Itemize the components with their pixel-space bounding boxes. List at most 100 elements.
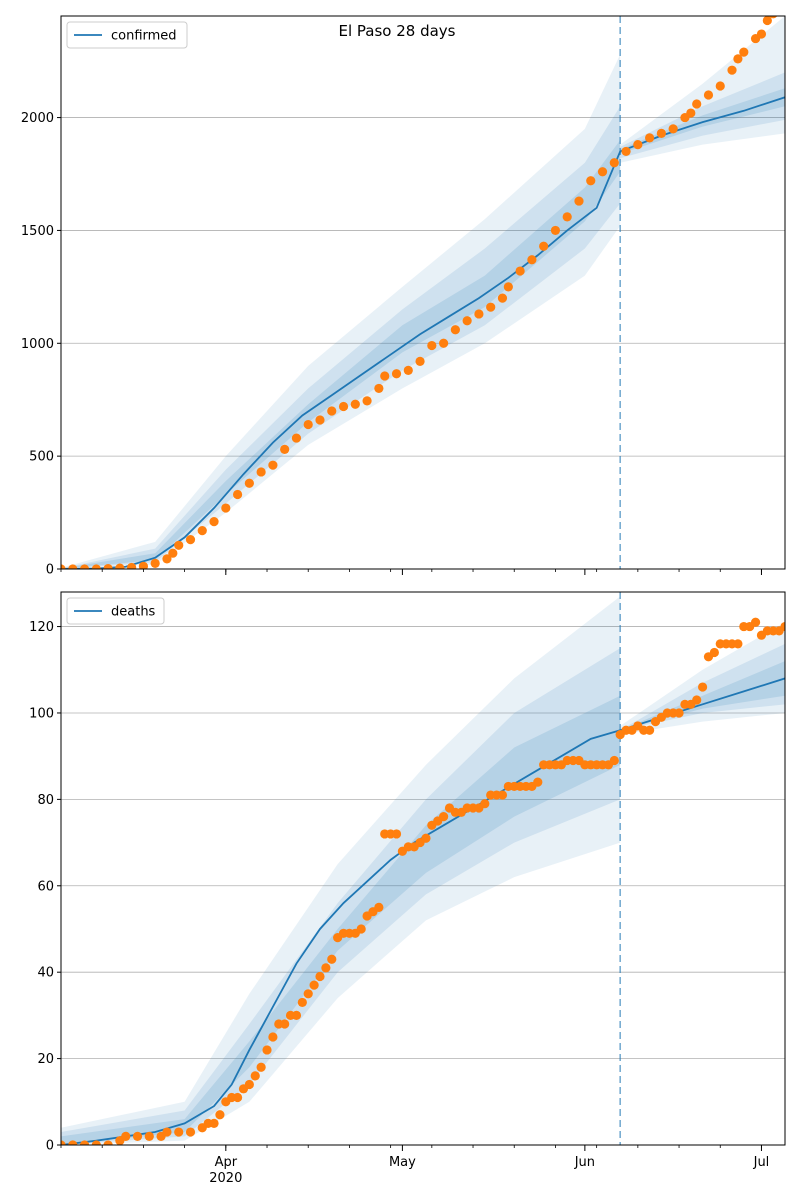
observed-point	[68, 564, 78, 569]
observed-point	[291, 1010, 302, 1020]
observed-point	[232, 489, 243, 500]
observed-point	[280, 1019, 290, 1029]
observed-point	[415, 356, 425, 366]
observed-point	[391, 369, 402, 379]
observed-point	[91, 564, 101, 569]
observed-point	[539, 241, 549, 251]
y-tick-label: 2000	[21, 111, 54, 126]
observed-point	[256, 1062, 266, 1072]
y-tick-label: 1500	[21, 224, 54, 239]
x-tick-label: Jul	[753, 1155, 770, 1170]
observed-point	[527, 255, 537, 265]
observed-point	[497, 293, 508, 303]
observed-point	[150, 558, 160, 568]
observed-point	[562, 212, 572, 222]
observed-point	[739, 47, 749, 57]
observed-point	[244, 478, 254, 488]
observed-point	[668, 124, 678, 134]
observed-point	[256, 467, 266, 477]
observed-point	[762, 16, 772, 26]
observed-point	[733, 639, 743, 649]
observed-point	[769, 16, 778, 19]
observed-point	[162, 554, 172, 564]
observed-point	[439, 338, 449, 348]
observed-point	[503, 282, 513, 292]
observed-point	[480, 799, 490, 809]
observed-point	[221, 503, 231, 513]
observed-point	[750, 617, 761, 627]
observed-point	[68, 1140, 78, 1145]
legend-label: deaths	[111, 605, 156, 620]
observed-point	[780, 621, 785, 632]
y-tick-label: 60	[37, 879, 54, 894]
observed-point	[297, 997, 307, 1008]
x-tick-label: Apr	[215, 1155, 238, 1170]
legend: confirmed	[66, 21, 188, 49]
observed-point	[280, 444, 290, 454]
observed-point	[327, 954, 337, 964]
observed-point	[609, 755, 619, 766]
y-tick-label: 1000	[21, 337, 54, 352]
observed-point	[103, 563, 113, 569]
observed-point	[515, 266, 525, 276]
observed-point	[497, 790, 508, 800]
observed-point	[356, 924, 366, 934]
observed-point	[185, 1127, 196, 1137]
observed-point	[674, 708, 684, 718]
observed-point	[315, 415, 325, 425]
y-tick-label: 100	[29, 706, 54, 721]
observed-point	[727, 65, 737, 75]
observed-point	[703, 90, 714, 100]
observed-point	[645, 133, 655, 143]
x-tick-label: May	[389, 1155, 416, 1170]
y-tick-label: 80	[37, 793, 54, 808]
observed-point	[244, 1079, 254, 1090]
observed-point	[262, 1045, 272, 1055]
model-line	[61, 677, 785, 1145]
observed-point	[61, 564, 66, 569]
observed-point	[215, 1110, 225, 1120]
observed-point	[185, 535, 196, 545]
observed-point	[733, 54, 743, 64]
observed-point	[132, 1131, 143, 1141]
observed-point	[121, 1131, 131, 1141]
y-tick-label: 20	[37, 1052, 54, 1067]
observed-point	[362, 396, 372, 406]
observed-point	[79, 564, 90, 569]
legend-label: confirmed	[111, 29, 177, 44]
observed-point	[291, 433, 302, 443]
observed-point	[633, 140, 643, 150]
observed-point	[533, 777, 543, 787]
y-tick-label: 40	[37, 966, 54, 981]
observed-point	[209, 517, 219, 527]
observed-point	[303, 989, 313, 999]
observed-point	[174, 1127, 184, 1137]
observed-point	[574, 196, 584, 206]
figure-title: El Paso 28 days	[339, 22, 456, 40]
observed-point	[115, 563, 125, 569]
axes-frame	[60, 591, 786, 1146]
observed-point	[162, 1127, 172, 1137]
confidence-band	[61, 88, 785, 569]
observed-point	[232, 1092, 243, 1103]
observed-point	[597, 167, 608, 177]
observed-point	[427, 340, 437, 351]
observed-point	[686, 108, 696, 118]
observed-point	[168, 548, 178, 558]
confidence-band	[61, 72, 785, 569]
axes-frame	[60, 15, 786, 570]
model-line	[61, 96, 785, 569]
observed-point	[391, 829, 402, 839]
observed-point	[692, 99, 702, 109]
observed-point	[174, 540, 184, 550]
observed-point	[138, 561, 149, 569]
confidence-band	[61, 16, 785, 569]
observed-point	[374, 383, 384, 394]
observed-point	[421, 833, 431, 843]
observed-point	[61, 1140, 66, 1145]
observed-point	[79, 1140, 90, 1145]
observed-point	[474, 309, 484, 319]
observed-point	[715, 81, 725, 91]
observed-point	[350, 399, 360, 409]
